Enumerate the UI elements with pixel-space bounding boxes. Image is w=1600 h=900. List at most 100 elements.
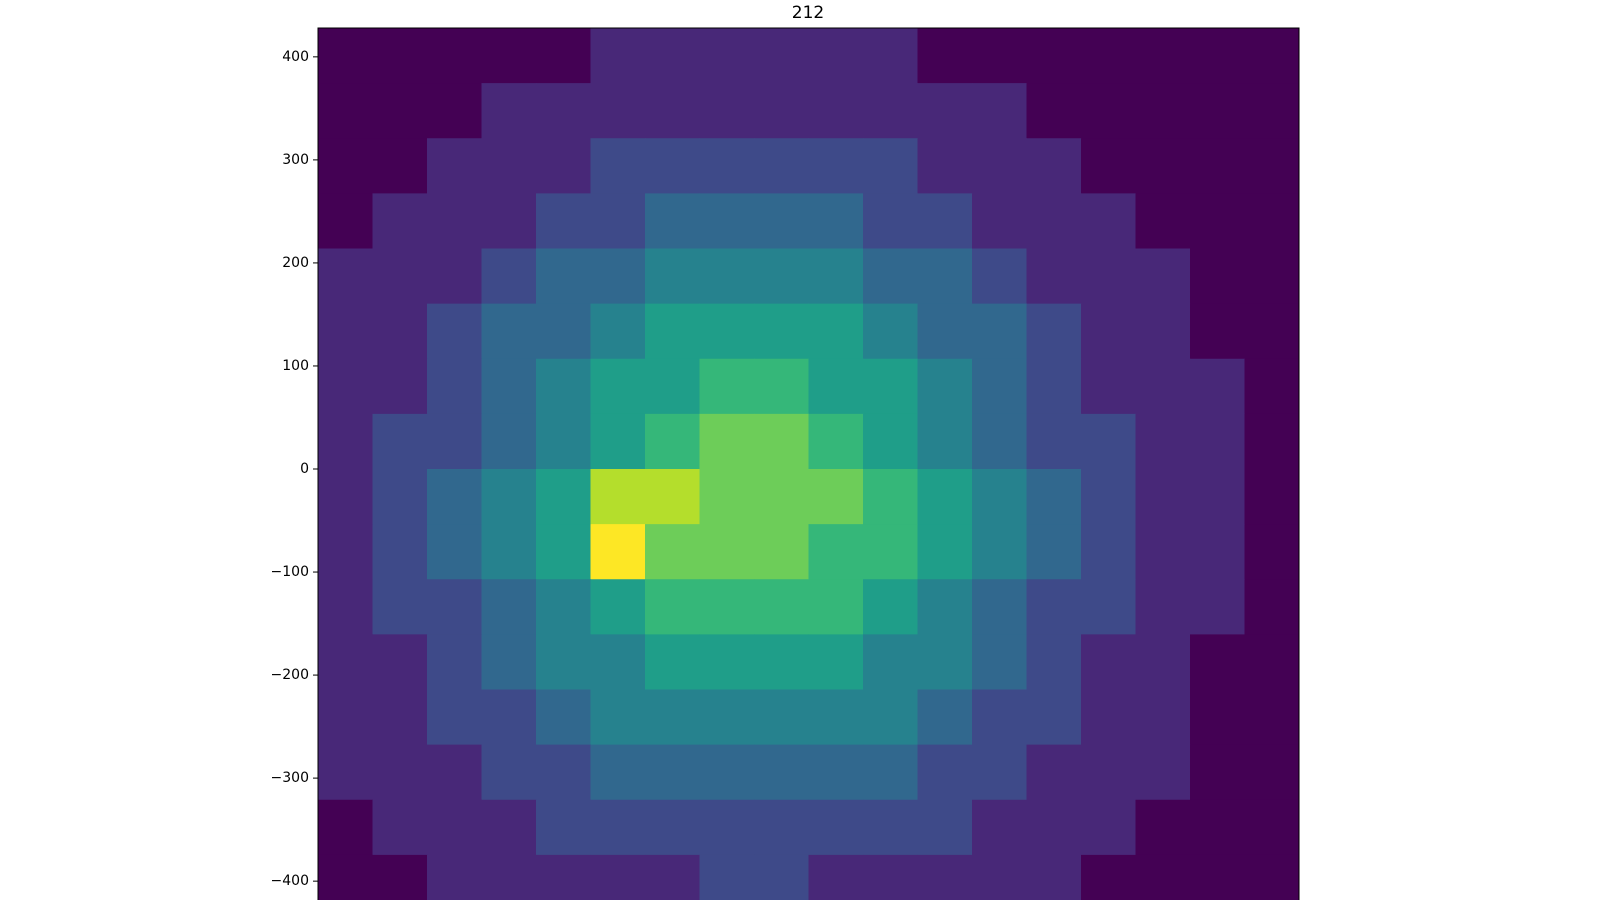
- heatmap-cell: [645, 358, 700, 415]
- y-tick-label: −200: [271, 667, 309, 683]
- heatmap-cell: [972, 854, 1027, 900]
- heatmap-cell: [427, 634, 482, 690]
- heatmap-cell: [372, 138, 428, 194]
- heatmap-cell: [590, 413, 646, 470]
- heatmap-cell: [1026, 303, 1082, 360]
- heatmap-cell: [863, 799, 918, 856]
- heatmap-cell: [917, 193, 973, 249]
- heatmap-cell: [1244, 744, 1300, 801]
- heatmap-cell: [1244, 193, 1300, 249]
- heatmap-cell: [318, 799, 373, 856]
- heatmap-cell: [863, 524, 918, 580]
- heatmap-cell: [372, 358, 428, 415]
- heatmap-cell: [863, 83, 918, 139]
- heatmap-cell: [863, 138, 918, 194]
- heatmap-cell: [917, 744, 973, 801]
- heatmap-cell: [372, 413, 428, 470]
- heatmap-cell: [536, 138, 591, 194]
- heatmap-cell: [699, 248, 755, 305]
- heatmap-cell: [1135, 138, 1191, 194]
- heatmap-cell: [427, 799, 482, 856]
- heatmap-cell: [1081, 28, 1136, 84]
- heatmap-cell: [536, 854, 591, 900]
- heatmap-cell: [1135, 28, 1191, 84]
- heatmap-cell: [427, 193, 482, 249]
- heatmap-cell: [590, 524, 646, 580]
- heatmap-cell: [808, 579, 864, 635]
- heatmap-cell: [754, 28, 809, 84]
- heatmap-cell: [1026, 138, 1082, 194]
- heatmap-cell: [699, 799, 755, 856]
- heatmap-cell: [481, 303, 537, 360]
- heatmap-cell: [1026, 744, 1082, 801]
- heatmap-cell: [1135, 689, 1191, 746]
- heatmap-cell: [427, 744, 482, 801]
- heatmap-cell: [1135, 579, 1191, 635]
- heatmap-cell: [808, 248, 864, 305]
- y-tick-label: 100: [282, 358, 309, 374]
- heatmap-cell: [1244, 303, 1300, 360]
- heatmap-cell: [754, 854, 809, 900]
- heatmap-cell: [645, 524, 700, 580]
- heatmap-cell: [481, 193, 537, 249]
- heatmap-cell: [1081, 744, 1136, 801]
- heatmap-cell: [590, 799, 646, 856]
- heatmap-cell: [972, 248, 1027, 305]
- heatmap-cell: [754, 579, 809, 635]
- heatmap-cell: [1190, 193, 1245, 249]
- heatmap-cell: [536, 83, 591, 139]
- heatmap-cell: [1026, 579, 1082, 635]
- heatmap-cell: [754, 634, 809, 690]
- heatmap-cell: [645, 689, 700, 746]
- heatmap-cell: [590, 634, 646, 690]
- y-tick-label: 300: [282, 152, 309, 168]
- heatmap-cell: [808, 28, 864, 84]
- heatmap-cell: [590, 689, 646, 746]
- heatmap-cell: [917, 83, 973, 139]
- heatmap-cell: [699, 524, 755, 580]
- heatmap-cell: [590, 248, 646, 305]
- heatmap-cell: [972, 138, 1027, 194]
- heatmap-cell: [536, 634, 591, 690]
- heatmap-cell: [1026, 358, 1082, 415]
- heatmap-cell: [808, 799, 864, 856]
- heatmap-cell: [427, 579, 482, 635]
- heatmap-cell: [481, 524, 537, 580]
- heatmap-cell: [1135, 193, 1191, 249]
- heatmap-cell: [481, 634, 537, 690]
- heatmap-cell: [972, 689, 1027, 746]
- heatmap-cell: [808, 358, 864, 415]
- heatmap-cell: [427, 83, 482, 139]
- heatmap-cell: [1135, 634, 1191, 690]
- heatmap-cell: [318, 524, 373, 580]
- heatmap-cell: [917, 138, 973, 194]
- heatmap-cell: [481, 579, 537, 635]
- heatmap-cell: [1026, 28, 1082, 84]
- heatmap-cell: [754, 744, 809, 801]
- heatmap-cell: [318, 579, 373, 635]
- heatmap-cell: [318, 854, 373, 900]
- heatmap-cell: [1026, 689, 1082, 746]
- heatmap-cell: [536, 799, 591, 856]
- heatmap-cell: [808, 303, 864, 360]
- heatmap-cell: [481, 248, 537, 305]
- heatmap-cell: [536, 469, 591, 525]
- heatmap-cell: [754, 303, 809, 360]
- heatmap-cell: [536, 744, 591, 801]
- heatmap-cell: [427, 854, 482, 900]
- heatmap-cell: [1081, 193, 1136, 249]
- heatmap-cell: [1081, 138, 1136, 194]
- heatmap-cell: [318, 83, 373, 139]
- heatmap-cell: [699, 303, 755, 360]
- heatmap-cell: [645, 579, 700, 635]
- heatmap-cell: [808, 413, 864, 470]
- heatmap-cell: [1190, 854, 1245, 900]
- heatmap-cell: [318, 28, 373, 84]
- heatmap-cell: [481, 744, 537, 801]
- heatmap-cell: [808, 689, 864, 746]
- heatmap-cell: [590, 83, 646, 139]
- heatmap-cell: [427, 689, 482, 746]
- heatmap-cell: [645, 799, 700, 856]
- heatmap-cell: [1026, 634, 1082, 690]
